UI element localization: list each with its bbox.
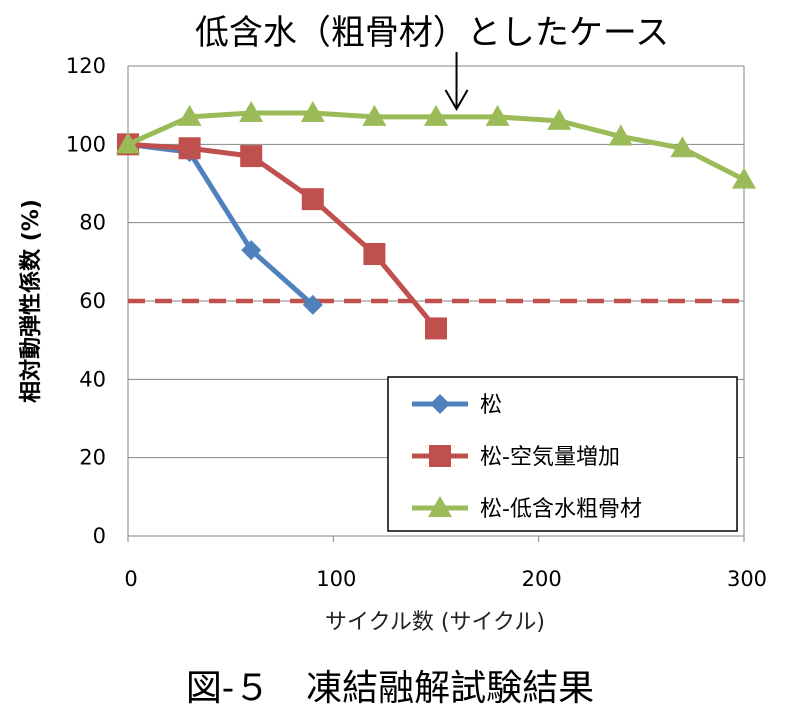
arrow-head — [444, 89, 469, 111]
data-point — [300, 101, 325, 122]
x-tick-label: 200 — [522, 567, 562, 591]
y-axis-title: 相対動弾性係数 (%) — [18, 199, 44, 403]
series-triangle — [116, 101, 756, 189]
x-axis-title: サイクル数 (サイクル) — [325, 610, 545, 635]
data-point — [178, 137, 201, 160]
data-point — [241, 240, 262, 261]
data-point — [239, 101, 264, 122]
series — [116, 101, 756, 340]
y-tick-label: 80 — [79, 211, 106, 235]
data-point — [301, 188, 324, 211]
y-tick-label: 60 — [79, 289, 106, 313]
series-diamond — [118, 134, 323, 315]
y-tick-label: 20 — [79, 446, 106, 470]
legend-marker — [428, 496, 452, 517]
y-tick-label: 40 — [79, 367, 106, 391]
data-point — [485, 104, 510, 126]
legend-marker — [429, 445, 451, 467]
data-point — [177, 104, 202, 126]
data-point — [425, 317, 447, 340]
data-point — [670, 136, 695, 158]
legend-label: 松-低含水粗骨材 — [480, 497, 642, 522]
data-point — [732, 167, 756, 189]
data-point — [608, 124, 633, 146]
data-point — [363, 243, 386, 265]
series-square — [117, 133, 447, 340]
figure-caption: 図-５ 凍結融解試験結果 — [186, 668, 594, 709]
legend-marker — [430, 394, 450, 414]
annotation-text: 低含水（粗骨材）としたケース — [195, 13, 669, 53]
x-tick-label: 0 — [124, 567, 137, 591]
y-tick-label: 0 — [93, 524, 106, 548]
data-point — [362, 104, 387, 126]
x-axis: 0 100 200 300 — [124, 536, 767, 591]
x-tick-label: 300 — [727, 567, 767, 591]
y-tick-label: 100 — [66, 132, 106, 156]
x-tick-label: 100 — [316, 567, 356, 591]
data-point — [116, 132, 140, 154]
legend-label: 松 — [480, 393, 502, 418]
annotation-arrow — [444, 52, 469, 111]
legend-label: 松-空気量増加 — [480, 445, 620, 470]
data-point — [547, 108, 572, 130]
series-line — [127, 141, 315, 307]
data-point — [240, 145, 263, 168]
data-point — [302, 294, 323, 315]
data-point — [424, 104, 448, 126]
y-axis: 0 20 40 60 80 100 120 — [66, 54, 106, 548]
y-tick-label: 120 — [66, 54, 106, 78]
